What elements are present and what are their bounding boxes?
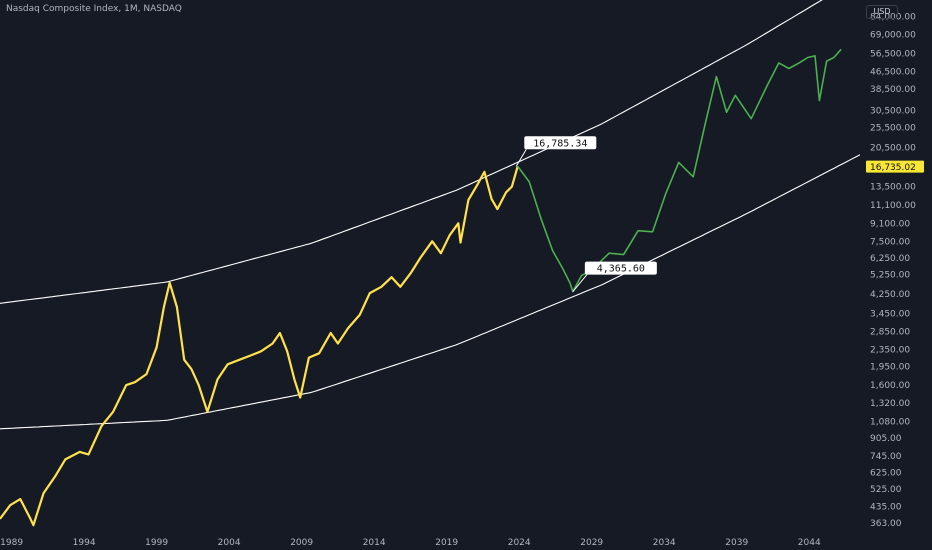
y-tick-label-11: 2,850.00: [870, 327, 910, 337]
x-tick-label-0: 1989: [0, 538, 23, 548]
y-tick-label-1: 435.00: [870, 502, 902, 512]
y-tick-label-25: 46,500.00: [870, 67, 916, 77]
y-tick-label-14: 5,250.00: [870, 270, 910, 280]
x-tick-label-6: 2019: [435, 538, 458, 548]
current-price-label: 16,735.02: [870, 163, 916, 173]
y-tick-label-27: 69,000.00: [870, 31, 916, 41]
y-tick-label-8: 1,600.00: [870, 381, 910, 391]
y-tick-label-10: 2,350.00: [870, 345, 910, 355]
currency-button[interactable]: USD: [866, 5, 898, 19]
y-tick-label-24: 38,500.00: [870, 85, 916, 95]
x-tick-label-9: 2034: [653, 538, 676, 548]
y-tick-label-16: 7,500.00: [870, 237, 910, 247]
annotation-box-0: [524, 136, 597, 150]
y-tick-label-23: 30,500.00: [870, 107, 916, 117]
annotation-label-1: 4,365.60: [597, 264, 645, 275]
y-tick-label-19: 13,500.00: [870, 183, 916, 193]
y-tick-label-28: 84,000.00: [870, 12, 916, 22]
series-line-channel-lower: [0, 154, 860, 430]
chart-title: Nasdaq Composite Index, 1M, NASDAQ: [6, 4, 182, 14]
y-tick-label-21: 20,500.00: [870, 144, 916, 154]
x-tick-label-2: 1999: [145, 538, 168, 548]
y-tick-label-22: 25,500.00: [870, 123, 916, 133]
y-tick-label-9: 1,950.00: [870, 363, 910, 373]
y-tick-label-0: 363.00: [870, 519, 902, 529]
series-line-projection: [517, 48, 842, 293]
y-tick-label-12: 3,450.00: [870, 310, 910, 320]
y-tick-label-13: 4,250.00: [870, 290, 910, 300]
y-tick-label-5: 905.00: [870, 434, 902, 444]
x-tick-label-7: 2024: [508, 538, 531, 548]
series-line-channel-upper: [0, 0, 823, 304]
annotation-box-1: [584, 261, 657, 275]
x-tick-label-3: 2004: [218, 538, 241, 548]
y-tick-label-7: 1,320.00: [870, 399, 910, 409]
y-tick-label-2: 525.00: [870, 485, 902, 495]
x-tick-label-10: 2039: [725, 538, 748, 548]
x-tick-label-8: 2029: [580, 538, 603, 548]
current-price-tag: [866, 160, 924, 173]
x-tick-label-5: 2014: [363, 538, 386, 548]
annotation-label-0: 16,785.34: [533, 138, 587, 149]
y-tick-label-4: 745.00: [870, 452, 902, 462]
annotation-leader-1: [572, 274, 588, 292]
x-tick-label-1: 1994: [73, 538, 96, 548]
series-line-history: [0, 165, 519, 527]
y-tick-label-18: 11,100.00: [870, 201, 916, 211]
y-tick-label-6: 1,080.00: [870, 418, 910, 428]
x-tick-label-11: 2044: [798, 538, 821, 548]
y-tick-label-3: 625.00: [870, 469, 902, 479]
y-tick-label-15: 6,250.00: [870, 254, 910, 264]
annotation-leader-0: [515, 149, 527, 167]
x-tick-label-4: 2009: [290, 538, 313, 548]
y-tick-label-26: 56,500.00: [870, 49, 916, 59]
y-tick-label-17: 9,100.00: [870, 219, 910, 229]
